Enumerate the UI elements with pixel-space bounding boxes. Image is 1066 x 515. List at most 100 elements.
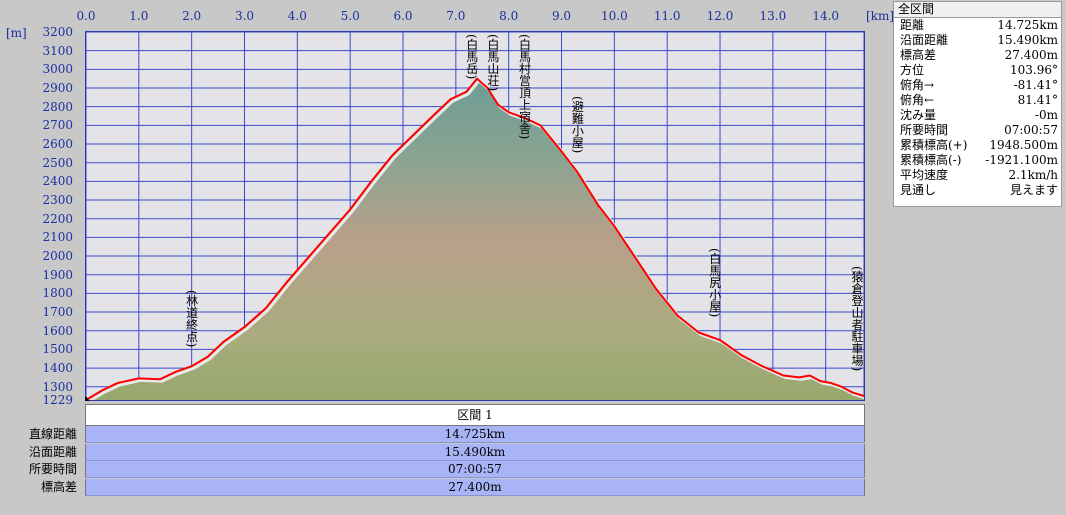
profile-point: [465, 90, 468, 93]
profile-point: [476, 77, 478, 80]
info-row-label: 見通し: [900, 183, 937, 197]
waypoint-label: (白馬岳): [464, 34, 479, 80]
info-row-label: 俯角→: [900, 78, 935, 92]
x-tick-label: 14.0: [812, 9, 840, 23]
profile-point: [576, 171, 579, 173]
y-tick-label: 1229: [42, 393, 73, 407]
segment-row-label: 直線距離: [28, 427, 77, 441]
profile-point: [307, 257, 309, 259]
profile-point: [782, 374, 785, 377]
info-row: 累積標高(+) 1948.500m: [894, 138, 1061, 153]
info-panel-title: 全区間: [894, 2, 1061, 18]
info-row-value: 27.400m: [1004, 48, 1058, 62]
segment-header[interactable]: 区間 1: [85, 404, 865, 426]
profile-point: [138, 377, 140, 380]
profile-point: [507, 111, 510, 114]
y-tick-label: 1400: [42, 361, 73, 376]
profile-point: [449, 98, 452, 101]
x-tick-label: 4.0: [287, 9, 307, 23]
x-tick-label: 10.0: [600, 9, 628, 23]
profile-point: [740, 354, 742, 356]
info-row-value: 見えます: [1009, 183, 1058, 197]
profile-point: [243, 326, 246, 328]
waypoint-label: (白馬尻小屋): [707, 248, 722, 318]
y-tick-label: 1700: [42, 305, 73, 320]
profile-point: [206, 356, 209, 358]
y-tick-label: 3100: [42, 43, 73, 58]
profile-point: [655, 288, 658, 291]
y-tick-label: 2600: [42, 137, 73, 152]
y-tick-label: 2200: [42, 211, 73, 226]
y-tick-label: 3200: [42, 25, 73, 39]
info-row-value: 103.96°: [1010, 63, 1058, 77]
profile-point: [523, 117, 526, 119]
waypoint-label: (林道終点): [184, 290, 199, 348]
y-tick-label: 2000: [42, 249, 73, 264]
profile-point: [719, 339, 721, 341]
profile-point: [809, 374, 811, 377]
info-row-value: -1921.100m: [985, 153, 1058, 167]
elevation-profile-svg[interactable]: [82, 31, 867, 404]
info-row: 標高差 27.400m: [894, 48, 1061, 63]
y-tick-label: 1300: [42, 379, 73, 394]
info-row-label: 平均速度: [900, 168, 949, 182]
info-row: 平均速度 2.1km/h: [894, 168, 1061, 183]
profile-point: [264, 307, 267, 310]
y-tick-label: 2800: [42, 99, 73, 114]
profile-point: [328, 232, 330, 235]
y-tick-label: 2300: [42, 193, 73, 208]
info-row-label: 方位: [900, 63, 925, 77]
x-axis-unit: [km]: [866, 9, 895, 23]
info-row-label: 俯角←: [900, 93, 935, 107]
info-row-value: 1948.500m: [989, 138, 1058, 152]
segment-row-label: 所要時間: [28, 462, 77, 476]
profile-point: [676, 314, 679, 317]
info-row-value: 14.725km: [997, 18, 1058, 32]
segment-row-value: 07:00:57: [85, 461, 865, 478]
info-row-label: 所要時間: [900, 123, 949, 137]
profile-point: [840, 385, 843, 388]
segment-row-value: 15.490km: [85, 443, 865, 461]
waypoint-label: (白馬村営頂上宿舎): [517, 34, 532, 140]
y-tick-label: 1500: [42, 342, 73, 357]
elevation-profile-chart[interactable]: [82, 31, 867, 404]
x-tick-label: 12.0: [706, 9, 734, 23]
info-row-label: 累積標高(-): [900, 153, 962, 167]
y-tick-label: 1900: [42, 267, 73, 282]
info-row-value: 07:00:57: [1004, 123, 1058, 137]
y-axis-unit: [m]: [6, 26, 27, 40]
x-tick-label: 5.0: [340, 9, 360, 23]
profile-point: [412, 133, 415, 136]
x-tick-label: 0.0: [76, 9, 96, 23]
info-row-value: 15.490km: [997, 33, 1058, 47]
x-tick-label: 13.0: [759, 9, 787, 23]
profile-point: [597, 204, 600, 207]
waypoint-label: (白馬山荘): [485, 34, 500, 92]
x-tick-label: 2.0: [182, 9, 202, 23]
profile-line: [85, 77, 865, 401]
info-row-label: 沈み量: [900, 108, 937, 122]
profile-point: [175, 371, 177, 373]
info-row-label: 距離: [900, 18, 925, 32]
waypoint-label: (避難小屋): [570, 96, 585, 154]
profile-point: [222, 341, 225, 343]
waypoint-label: (猿倉登山者駐車場): [850, 266, 864, 372]
segment-row-value: 14.725km: [85, 426, 865, 443]
y-tick-label: 1600: [42, 323, 73, 338]
x-tick-label: 11.0: [653, 9, 681, 23]
profile-point: [560, 150, 563, 153]
profile-point: [497, 104, 499, 106]
profile-point: [613, 225, 616, 227]
profile-point: [391, 154, 394, 157]
info-row-value: -81.41°: [1013, 78, 1058, 92]
plot-border: [85, 31, 865, 401]
profile-point: [486, 87, 489, 89]
profile-point: [285, 281, 288, 283]
y-tick-label: 2400: [42, 174, 73, 189]
info-row: 見通し 見えます: [894, 183, 1061, 198]
profile-point: [116, 382, 119, 384]
info-panel: 全区間 距離 14.725km 沿面距離 15.490km 標高差 27.400m 方位 10…: [893, 1, 1062, 207]
y-tick-label: 3000: [42, 62, 73, 77]
y-tick-label: 2500: [42, 155, 73, 170]
profile-point: [634, 257, 637, 259]
